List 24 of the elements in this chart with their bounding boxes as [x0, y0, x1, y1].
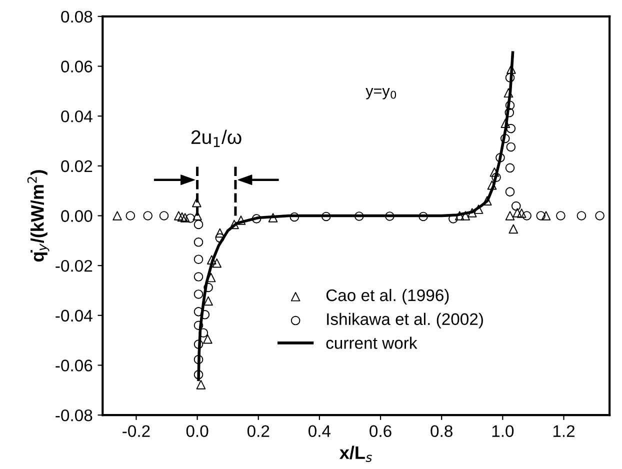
x-tick-label: 1.0: [492, 425, 514, 438]
y-tick-label: -0.06: [56, 360, 92, 372]
x-tick-label: 0.4: [308, 425, 331, 438]
y-tick-label: -0.08: [56, 409, 92, 422]
x-axis-title: x/L$_{s}$: [340, 446, 372, 462]
y-tick-label: 0.08: [61, 10, 92, 23]
x-tick-label: -0.2: [122, 425, 150, 438]
annotation: 2u$_{1}$/ω: [192, 130, 242, 148]
y-tick-label: 0.04: [61, 110, 92, 122]
legend-label: current work: [326, 336, 418, 349]
y-tick-label: 0.06: [61, 60, 92, 72]
x-tick-label: 1.2: [553, 425, 574, 437]
annotation: y=y$_{0}$: [366, 88, 396, 100]
x-tick-label: 0.8: [430, 425, 452, 438]
y-axis-title: q̇$_{y}$/(kW/m$^{2}$): [27, 170, 50, 262]
y-tick-label: -0.02: [56, 260, 92, 272]
x-tick-label: 0.6: [370, 425, 392, 438]
x-tick-label: 0.0: [186, 425, 208, 438]
y-tick-label: 0.02: [61, 160, 92, 172]
x-tick-label: 0.2: [247, 425, 270, 438]
legend-label: Cao et al. (1996): [326, 288, 449, 304]
y-tick-label: 0.00: [61, 210, 92, 222]
y-tick-label: -0.04: [56, 310, 92, 322]
legend-label: Ishikawa et al. (2002): [327, 312, 483, 328]
